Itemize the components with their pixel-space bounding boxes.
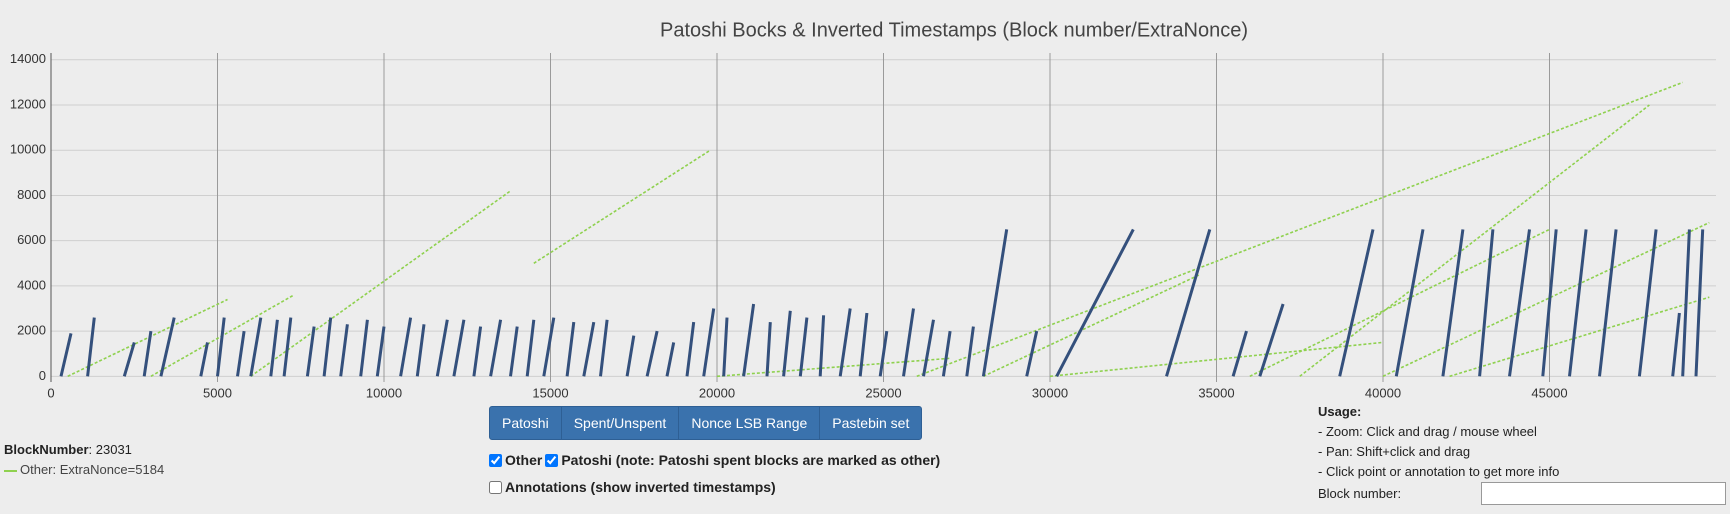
usage-line: - Pan: Shift+click and drag [1318, 444, 1471, 459]
y-tick-label: 4000 [17, 277, 46, 292]
checkbox[interactable] [489, 480, 502, 494]
checkbox-label: Annotations (show inverted timestamps) [505, 479, 776, 495]
checkbox-row: Other Patoshi (note: Patoshi spent blocks… [489, 452, 943, 468]
y-tick-label: 12000 [10, 96, 46, 111]
button[interactable]: Spent/Unspent [562, 407, 680, 439]
x-tick-label: 10000 [366, 385, 402, 400]
x-tick-label: 45000 [1531, 385, 1567, 400]
y-tick-label: 2000 [17, 323, 46, 338]
usage-line: - Zoom: Click and drag / mouse wheel [1318, 424, 1537, 439]
x-tick-label: 0 [47, 385, 54, 400]
chart-title: Patoshi Bocks & Inverted Timestamps (Blo… [660, 19, 1248, 41]
x-tick-label: 30000 [1032, 385, 1068, 400]
checkbox[interactable] [489, 453, 502, 467]
checkbox-label: Patoshi (note: Patoshi spent blocks are … [561, 452, 941, 468]
x-tick-label: 25000 [865, 385, 901, 400]
button[interactable]: Patoshi [490, 407, 562, 439]
block-info: BlockNumber: 23031 [4, 440, 164, 460]
block-input-label: Block number: [1318, 486, 1402, 501]
y-tick-label: 14000 [10, 51, 46, 66]
info-panel: BlockNumber: 23031 Other: ExtraNonce=518… [4, 440, 164, 480]
series-line [59, 228, 1705, 377]
chart: Patoshi Bocks & Inverted Timestamps (Blo… [10, 19, 1716, 400]
usage-line: - Click point or annotation to get more … [1318, 464, 1560, 479]
y-tick-label: 10000 [10, 142, 46, 157]
button[interactable]: Nonce LSB Range [679, 407, 821, 439]
x-tick-label: 15000 [532, 385, 568, 400]
usage-title: Usage: [1318, 404, 1362, 419]
checkbox-label: Other [505, 452, 543, 468]
usage-panel: Usage: - Zoom: Click and drag / mouse wh… [1318, 402, 1559, 482]
button[interactable]: Pastebin set [820, 407, 921, 439]
x-tick-label: 35000 [1198, 385, 1234, 400]
legend-info: Other: ExtraNonce=5184 [4, 460, 164, 480]
y-tick-label: 0 [39, 368, 46, 383]
legend-text: Other: ExtraNonce=5184 [20, 462, 165, 477]
x-tick-label: 20000 [699, 385, 735, 400]
y-tick-label: 6000 [17, 232, 46, 247]
y-tick-label: 8000 [17, 187, 46, 202]
x-tick-label: 5000 [203, 385, 232, 400]
legend-swatch [4, 469, 17, 472]
x-tick-label: 40000 [1365, 385, 1401, 400]
checkbox[interactable] [545, 453, 559, 467]
button-bar: Patoshi Spent/Unspent Nonce LSB Range Paste… [489, 406, 923, 440]
checkbox-row: Annotations (show inverted timestamps) [489, 479, 779, 495]
block-label: BlockNumber [4, 442, 89, 457]
block-value: : 23031 [88, 442, 132, 457]
block-input[interactable] [1481, 482, 1726, 505]
